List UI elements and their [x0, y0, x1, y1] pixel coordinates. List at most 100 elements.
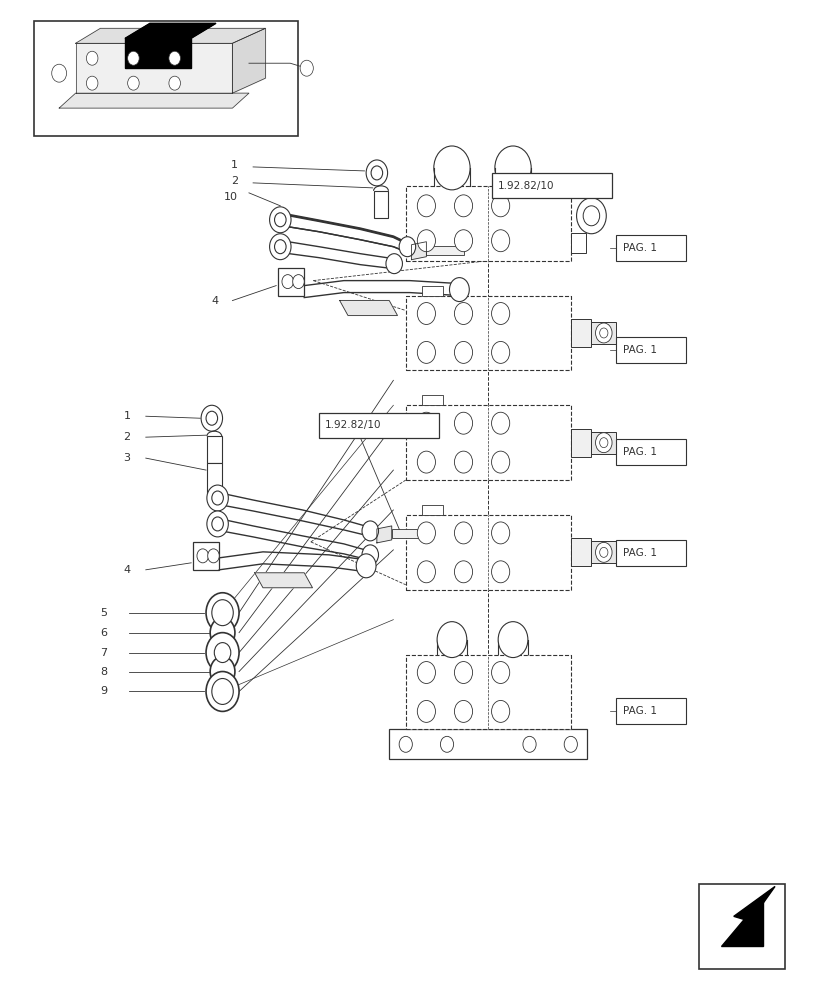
Bar: [615, 235, 686, 261]
Bar: [570, 319, 590, 347]
Circle shape: [86, 76, 98, 90]
Circle shape: [282, 275, 293, 289]
Bar: [35, 21, 298, 136]
Circle shape: [454, 522, 472, 544]
Text: 9: 9: [100, 686, 108, 696]
Circle shape: [454, 451, 472, 473]
Circle shape: [212, 600, 233, 626]
Text: 2: 2: [231, 176, 237, 186]
Circle shape: [417, 700, 435, 722]
Bar: [422, 395, 442, 405]
Circle shape: [86, 51, 98, 65]
Circle shape: [385, 254, 402, 274]
Circle shape: [356, 554, 375, 578]
Text: 6: 6: [100, 628, 108, 638]
Circle shape: [207, 511, 228, 537]
Circle shape: [417, 451, 435, 473]
Circle shape: [437, 622, 466, 658]
Circle shape: [370, 166, 382, 180]
Circle shape: [366, 160, 387, 186]
Text: 1.92.82/10: 1.92.82/10: [324, 420, 381, 430]
Polygon shape: [216, 518, 368, 560]
Polygon shape: [219, 552, 366, 572]
Bar: [426, 246, 463, 255]
Bar: [391, 529, 424, 538]
Text: 3: 3: [123, 453, 131, 463]
Circle shape: [210, 657, 235, 686]
Bar: [615, 337, 686, 363]
Circle shape: [169, 76, 180, 90]
Circle shape: [197, 549, 208, 563]
Bar: [698, 884, 784, 969]
Circle shape: [491, 303, 509, 324]
Circle shape: [208, 549, 219, 563]
Circle shape: [491, 662, 509, 683]
Bar: [615, 540, 686, 566]
Circle shape: [491, 341, 509, 363]
Text: 4: 4: [123, 565, 131, 575]
Circle shape: [417, 230, 435, 252]
Circle shape: [491, 700, 509, 722]
Bar: [615, 439, 686, 465]
Circle shape: [454, 195, 472, 217]
Circle shape: [127, 51, 139, 65]
Circle shape: [491, 451, 509, 473]
Circle shape: [417, 341, 435, 363]
Polygon shape: [255, 573, 312, 588]
Circle shape: [51, 64, 66, 82]
Text: PAG. 1: PAG. 1: [622, 345, 656, 355]
Circle shape: [454, 662, 472, 683]
Circle shape: [212, 491, 223, 505]
Polygon shape: [720, 896, 762, 946]
Polygon shape: [232, 28, 265, 93]
Circle shape: [399, 736, 412, 752]
Circle shape: [212, 517, 223, 531]
Polygon shape: [733, 886, 774, 921]
Circle shape: [417, 522, 435, 544]
Circle shape: [210, 618, 235, 648]
Circle shape: [491, 561, 509, 583]
Polygon shape: [282, 214, 405, 252]
Bar: [405, 515, 570, 590]
Circle shape: [206, 593, 239, 633]
Bar: [405, 296, 570, 370]
Bar: [405, 655, 570, 729]
Bar: [373, 191, 388, 218]
Bar: [492, 173, 611, 198]
Text: 1: 1: [231, 160, 237, 170]
Text: 1.92.82/10: 1.92.82/10: [498, 181, 554, 191]
Bar: [389, 729, 586, 759]
Circle shape: [491, 412, 509, 434]
Circle shape: [491, 195, 509, 217]
Bar: [570, 233, 585, 253]
Text: PAG. 1: PAG. 1: [622, 706, 656, 716]
Text: 8: 8: [100, 667, 108, 677]
Circle shape: [454, 412, 472, 434]
Circle shape: [201, 405, 222, 431]
Circle shape: [433, 146, 470, 190]
Bar: [615, 698, 686, 724]
Circle shape: [270, 207, 290, 233]
Bar: [193, 542, 219, 570]
Circle shape: [523, 736, 536, 752]
Circle shape: [563, 736, 576, 752]
Bar: [422, 505, 442, 515]
Circle shape: [417, 303, 435, 324]
Circle shape: [454, 561, 472, 583]
Text: 7: 7: [100, 648, 108, 658]
Bar: [318, 413, 438, 438]
Bar: [207, 463, 222, 493]
Circle shape: [206, 633, 239, 673]
Circle shape: [576, 198, 605, 234]
Polygon shape: [282, 241, 393, 269]
Circle shape: [275, 213, 286, 227]
Circle shape: [495, 146, 531, 190]
Circle shape: [299, 60, 313, 76]
Text: 5: 5: [100, 608, 108, 618]
Circle shape: [599, 438, 607, 448]
Circle shape: [595, 542, 611, 562]
Polygon shape: [304, 281, 459, 298]
Bar: [278, 268, 304, 296]
Circle shape: [270, 234, 290, 260]
Bar: [422, 286, 442, 296]
